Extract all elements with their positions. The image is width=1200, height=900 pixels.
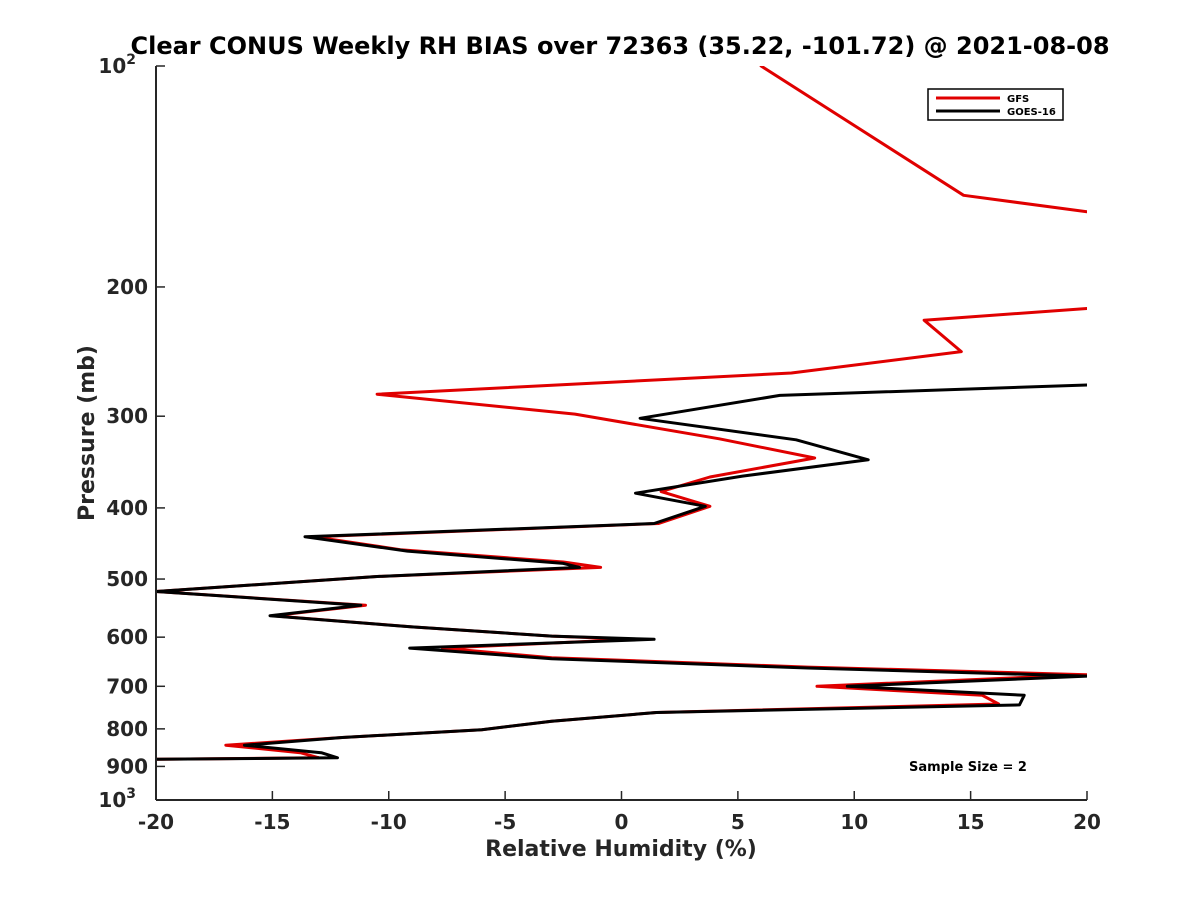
legend-box: [927, 88, 1064, 121]
y-tick-label: 900: [106, 754, 148, 778]
y-tick-label: 200: [106, 275, 148, 299]
legend: GFS GOES-16: [927, 88, 1064, 121]
y-tick-label: 300: [106, 404, 148, 428]
y-tick-label: 103: [98, 786, 136, 812]
x-tick-label: -15: [254, 810, 290, 834]
x-axis-label: Relative Humidity (%): [485, 837, 757, 862]
legend-label: GFS: [1007, 94, 1029, 105]
y-tick-label: 500: [106, 567, 148, 591]
y-tick-label: 102: [98, 52, 136, 78]
x-tick-label: 5: [731, 810, 745, 834]
y-tick-label: 600: [106, 625, 148, 649]
x-tick-label: 20: [1073, 810, 1101, 834]
series-group: [156, 66, 1087, 761]
x-tick-label: -20: [138, 810, 174, 834]
y-axis-label: Pressure (mb): [75, 345, 100, 521]
sample-size-annotation: Sample Size = 2: [909, 760, 1027, 775]
chart-title: Clear CONUS Weekly RH BIAS over 72363 (3…: [130, 32, 1109, 60]
y-tick-label: 700: [106, 674, 148, 698]
y-tick-label: 400: [106, 496, 148, 520]
y-tick-label: 800: [106, 717, 148, 741]
series-line-goes-16: [156, 383, 1087, 761]
x-tick-label: 15: [957, 810, 985, 834]
x-tick-label: -5: [494, 810, 516, 834]
plot-area: -20 -15 -10 -5 0 5 10 15 20 102 200 300 400 500 600 700…: [98, 52, 1101, 834]
legend-label: GOES-16: [1007, 107, 1056, 118]
x-tick-label: -10: [371, 810, 407, 834]
x-tick-label: 10: [840, 810, 868, 834]
x-tick-label: 0: [615, 810, 629, 834]
